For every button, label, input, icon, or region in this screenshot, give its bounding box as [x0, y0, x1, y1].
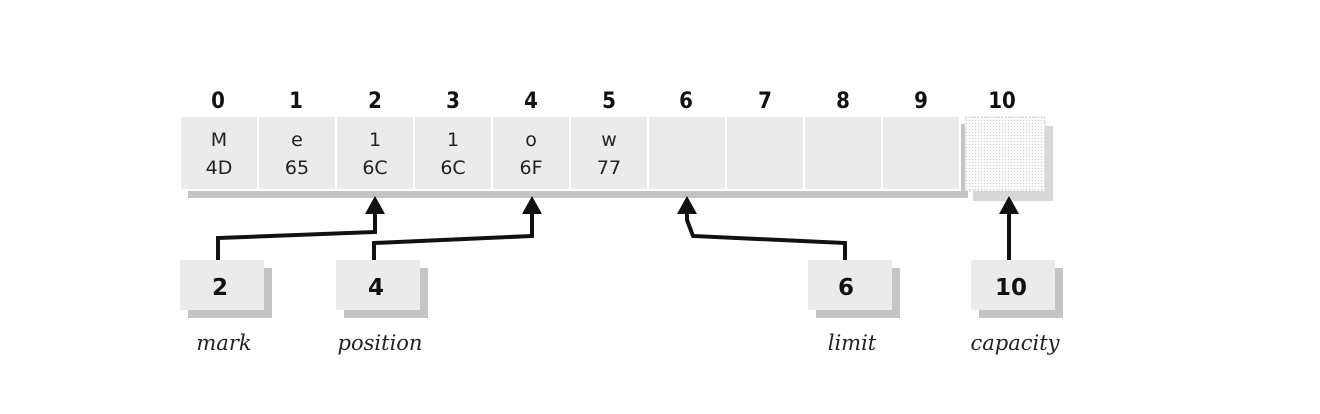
index-label-4: 4	[524, 89, 538, 114]
index-label-1: 1	[289, 89, 303, 114]
limit-value: 6	[838, 275, 854, 301]
capacity-label: capacity	[970, 331, 1060, 355]
index-label-7: 7	[758, 89, 772, 114]
cell-hex: 6C	[440, 157, 465, 179]
index-label-6: 6	[679, 89, 693, 114]
index-row: 0 1 2 3 4 5 6 7 8 9 10	[211, 89, 1016, 114]
capacity-value: 10	[995, 275, 1027, 301]
cell-hex: 77	[597, 157, 621, 179]
index-label-8: 8	[836, 89, 850, 114]
position-label: position	[338, 331, 423, 355]
buffer-cell-3: 16C	[413, 115, 493, 191]
position-value: 4	[368, 275, 384, 301]
cell-char: e	[291, 129, 303, 151]
cell-hex: 6C	[362, 157, 387, 179]
mark-arrow-line	[216, 210, 377, 262]
capacity-arrowhead-icon	[999, 196, 1019, 214]
buffer-cell-5: w 77	[569, 115, 649, 191]
limit-arrow-line	[685, 210, 847, 262]
buffer-cell-1: e 65	[257, 115, 337, 191]
limit-box: 6	[808, 260, 900, 318]
cell-hex: 65	[285, 157, 309, 179]
mark-box: 2	[180, 260, 272, 318]
cell-char: 1	[369, 129, 381, 151]
buffer-cell-0: M 4D	[179, 115, 259, 191]
cell-hex: 6F	[519, 157, 542, 179]
buffer-cell-8	[803, 115, 883, 191]
cell-char: M	[211, 129, 227, 151]
index-label-9: 9	[914, 89, 928, 114]
position-arrowhead-icon	[522, 196, 542, 214]
cell-hex: 4D	[206, 157, 233, 179]
index-label-0: 0	[211, 89, 225, 114]
buffer-cell-7	[725, 115, 805, 191]
index-label-3: 3	[446, 89, 460, 114]
index-label-10: 10	[988, 89, 1016, 114]
position-arrow-line	[372, 210, 534, 262]
mark-arrowhead-icon	[365, 196, 385, 214]
capacity-box: 10	[971, 260, 1063, 318]
mark-value: 2	[212, 275, 228, 301]
buffer-cell-6	[647, 115, 727, 191]
mark-label: mark	[196, 331, 251, 355]
cell-char: 1	[447, 129, 459, 151]
limit-label: limit	[828, 331, 877, 355]
position-box: 4	[336, 260, 428, 318]
index-label-2: 2	[368, 89, 382, 114]
buffer-cell-9	[881, 115, 961, 191]
beyond-capacity-slot	[964, 116, 1053, 201]
buffer-cell-4: o 6F	[491, 115, 571, 191]
cell-char: o	[525, 129, 537, 151]
cell-char: w	[601, 129, 617, 151]
pointer-arrows	[216, 210, 1011, 262]
index-label-5: 5	[602, 89, 616, 114]
buffer-cell-2: 16C	[335, 115, 415, 191]
limit-arrowhead-icon	[677, 196, 697, 214]
